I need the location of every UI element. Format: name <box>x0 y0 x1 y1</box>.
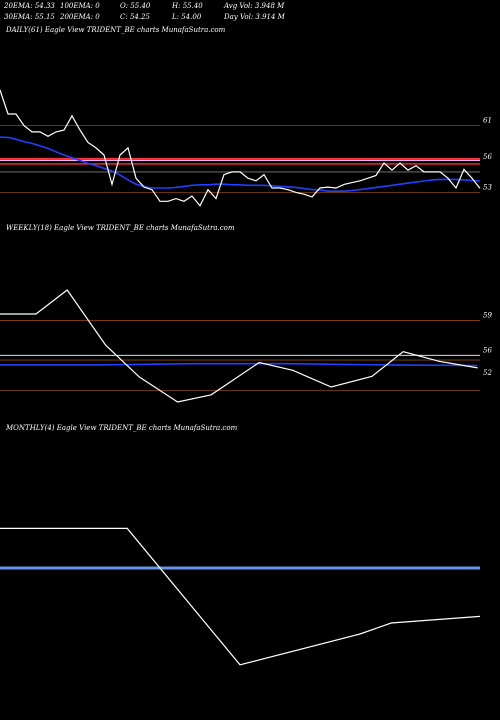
ema100-label: 100EMA: 0 <box>60 2 100 10</box>
ema200-label: 200EMA: 0 <box>60 13 100 21</box>
ema30-label: 30EMA: 55.15 <box>4 13 55 21</box>
avg-vol-label: Avg Vol: 3.948 M <box>224 2 285 10</box>
price-line <box>0 289 478 403</box>
close-label: C: 54.25 <box>120 13 150 21</box>
moving-average-line <box>0 136 481 192</box>
high-label: H: 55.40 <box>172 2 203 10</box>
ema20-label: 20EMA: 54.33 <box>4 2 55 10</box>
y-tick-label: 56 <box>483 346 492 354</box>
low-label: L: 54.00 <box>172 13 202 21</box>
open-label: O: 55.40 <box>120 2 151 10</box>
weekly-panel-title: WEEKLY(18) Eagle View TRIDENT_BE charts … <box>6 224 235 232</box>
weekly-chart: 59 56 52 <box>0 289 492 403</box>
y-tick-label: 53 <box>483 183 492 191</box>
daily-chart: 61 56 53 <box>0 89 492 207</box>
price-line <box>0 89 481 207</box>
monthly-panel-title: MONTHLY(4) Eagle View TRIDENT_BE charts … <box>6 424 238 432</box>
y-tick-label: 61 <box>483 117 492 125</box>
day-vol-label: Day Vol: 3.914 M <box>224 13 285 21</box>
daily-panel-title: DAILY(61) Eagle View TRIDENT_BE charts M… <box>6 26 226 34</box>
y-tick-label: 52 <box>483 369 492 377</box>
y-tick-label: 59 <box>483 312 492 320</box>
price-line <box>0 527 481 666</box>
monthly-chart <box>0 527 481 666</box>
moving-average-line <box>0 362 478 367</box>
y-tick-label: 56 <box>483 153 492 161</box>
